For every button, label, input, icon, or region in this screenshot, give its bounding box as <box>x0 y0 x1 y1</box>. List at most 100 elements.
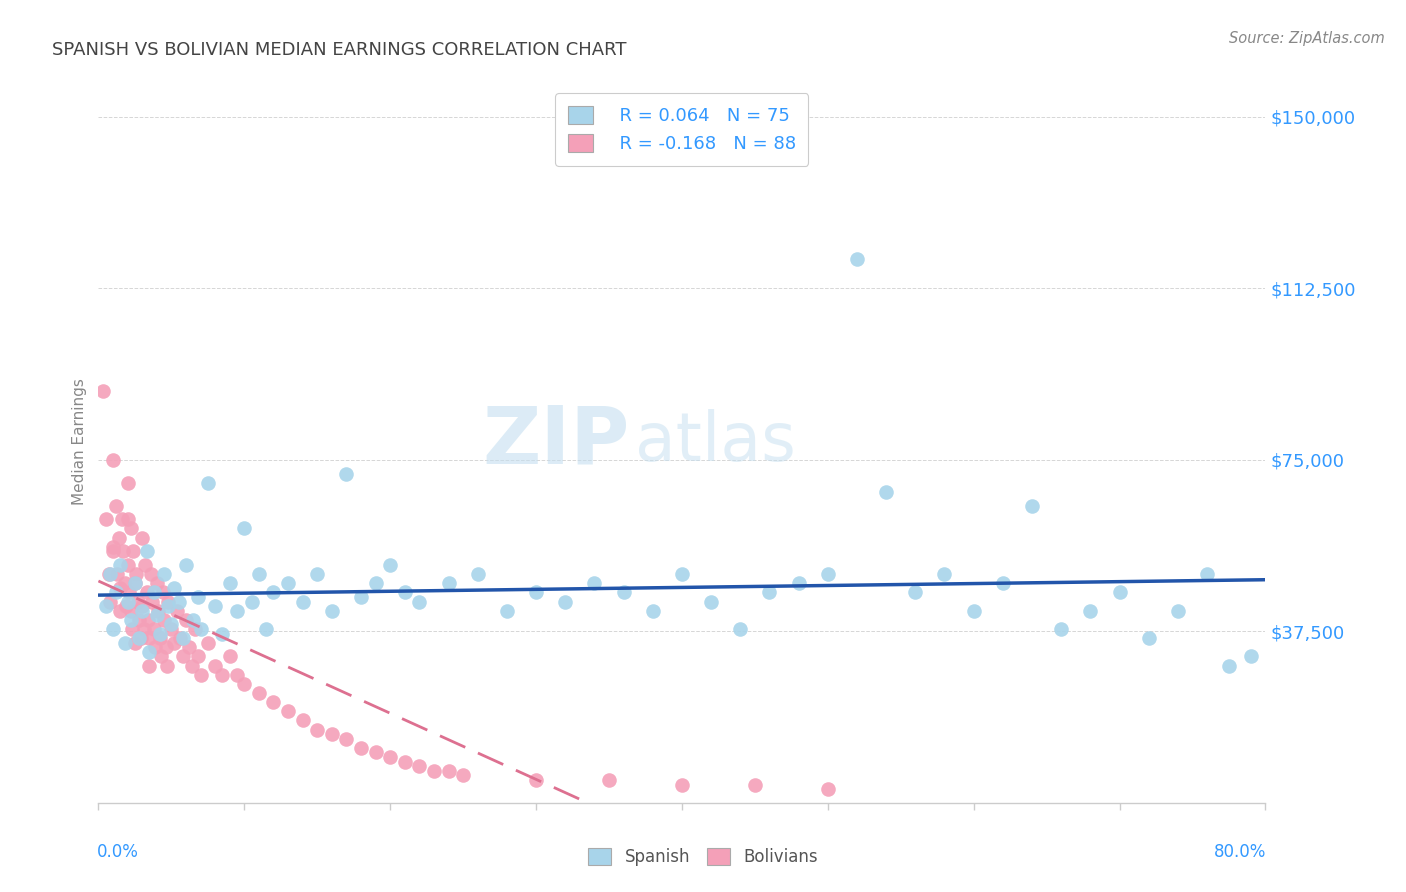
Point <box>218 576 240 591</box>
Point <box>307 567 329 582</box>
Point <box>177 640 200 655</box>
Point <box>197 475 219 490</box>
Point <box>1167 604 1189 618</box>
Point <box>172 631 194 645</box>
Point <box>132 622 155 636</box>
Point <box>291 714 314 728</box>
Point <box>991 576 1014 591</box>
Point <box>139 567 162 582</box>
Point <box>226 667 249 681</box>
Point <box>155 640 177 655</box>
Point <box>247 686 270 700</box>
Point <box>120 521 142 535</box>
Point <box>758 585 780 599</box>
Point <box>142 622 165 636</box>
Point <box>394 755 416 769</box>
Point <box>350 740 373 755</box>
Point <box>118 585 141 599</box>
Point <box>875 484 897 499</box>
Point <box>1080 604 1102 618</box>
Point <box>98 567 121 582</box>
Point <box>149 626 172 640</box>
Point <box>218 649 240 664</box>
Point <box>187 649 209 664</box>
Point <box>110 581 132 595</box>
Point <box>408 759 430 773</box>
Point <box>394 585 416 599</box>
Point <box>172 649 194 664</box>
Point <box>135 544 157 558</box>
Point <box>135 585 157 599</box>
Point <box>97 567 120 582</box>
Point <box>787 576 810 591</box>
Point <box>169 631 191 645</box>
Point <box>846 252 869 266</box>
Point <box>112 544 135 558</box>
Point <box>183 622 205 636</box>
Point <box>240 594 263 608</box>
Point <box>153 613 176 627</box>
Point <box>101 453 124 467</box>
Point <box>101 544 124 558</box>
Point <box>180 658 202 673</box>
Point <box>1195 567 1218 582</box>
Point <box>138 658 160 673</box>
Point <box>134 558 156 572</box>
Point <box>174 558 197 572</box>
Point <box>904 585 927 599</box>
Text: ZIP: ZIP <box>482 402 630 481</box>
Point <box>380 558 402 572</box>
Point <box>423 764 446 778</box>
Point <box>335 467 357 481</box>
Point <box>451 768 474 782</box>
Point <box>105 567 128 582</box>
Point <box>120 604 142 618</box>
Point <box>291 594 314 608</box>
Point <box>117 558 139 572</box>
Point <box>467 567 489 582</box>
Point <box>143 640 166 655</box>
Point <box>1137 631 1160 645</box>
Point <box>524 772 547 787</box>
Point <box>121 622 143 636</box>
Point <box>157 594 180 608</box>
Point <box>262 585 284 599</box>
Point <box>149 631 172 645</box>
Point <box>108 531 131 545</box>
Point <box>125 567 148 582</box>
Point <box>1021 499 1043 513</box>
Point <box>277 704 299 718</box>
Text: Source: ZipAtlas.com: Source: ZipAtlas.com <box>1229 31 1385 46</box>
Point <box>117 475 139 490</box>
Point <box>321 727 343 741</box>
Point <box>744 777 766 791</box>
Point <box>163 636 186 650</box>
Point <box>91 384 114 399</box>
Point <box>104 585 127 599</box>
Point <box>211 667 233 681</box>
Point <box>174 613 197 627</box>
Point <box>262 695 284 709</box>
Point <box>437 576 460 591</box>
Point <box>138 645 160 659</box>
Point <box>131 531 153 545</box>
Y-axis label: Median Earnings: Median Earnings <box>72 378 87 505</box>
Point <box>307 723 329 737</box>
Point <box>163 581 186 595</box>
Point <box>111 512 134 526</box>
Text: 80.0%: 80.0% <box>1215 843 1267 861</box>
Point <box>128 631 150 645</box>
Point <box>598 772 620 787</box>
Point <box>153 567 176 582</box>
Text: atlas: atlas <box>636 409 796 475</box>
Point <box>128 613 150 627</box>
Point <box>141 594 163 608</box>
Point <box>335 731 357 746</box>
Point <box>160 622 183 636</box>
Point <box>934 567 956 582</box>
Point <box>124 576 146 591</box>
Point <box>197 636 219 650</box>
Point <box>1050 622 1073 636</box>
Point <box>190 667 212 681</box>
Point <box>364 746 387 760</box>
